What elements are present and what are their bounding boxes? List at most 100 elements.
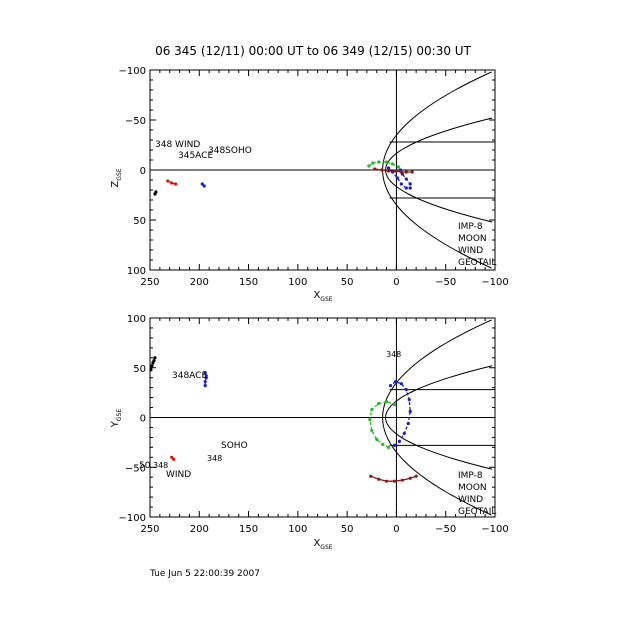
bottom-moon-label: 348	[386, 350, 401, 359]
series-point-soho	[203, 380, 207, 384]
x-tick-label: 0	[393, 277, 399, 288]
top-legend-geotail: GEOTAIL	[458, 258, 496, 268]
series-point-moon	[384, 479, 389, 483]
y-tick-label: 50	[133, 216, 146, 227]
series-point-imp-8	[392, 443, 397, 447]
series-point-geotail	[371, 161, 375, 165]
x-tick-label: 100	[288, 277, 307, 288]
y-tick-label: 0	[140, 414, 146, 425]
bottom-soho-label: SOHO	[221, 441, 248, 451]
series-point-geotail	[396, 165, 400, 169]
bottom-panel-ticks: 250 200 150 100 50 0 −50 −100 −100 −50 0 50 100	[119, 314, 509, 535]
series-line-imp-8	[388, 167, 411, 189]
series-point-geotail	[381, 442, 385, 446]
top-ylabel-sub: GSE	[116, 168, 123, 180]
series-point-moon	[408, 476, 412, 480]
series-point-imp-8	[402, 431, 406, 436]
top-panel-ylabel: ZGSE	[110, 168, 123, 187]
series-point-moon	[373, 167, 377, 171]
series-point-imp-8	[386, 166, 391, 170]
series-point-wind	[149, 368, 153, 372]
chart-title: 06 345 (12/11) 00:00 UT to 06 349 (12/15…	[155, 44, 471, 58]
top-legend-imp8: IMP-8	[458, 222, 483, 232]
x-tick-label: 50	[341, 277, 354, 288]
series-point-soho	[202, 184, 206, 188]
series-point-ace	[170, 455, 174, 459]
series-point-wind	[154, 190, 158, 194]
top-ace-label: 345ACE	[178, 151, 213, 161]
series-point-moon	[414, 474, 418, 478]
top-panel-series	[153, 160, 414, 196]
boundary-curve	[382, 417, 492, 516]
y-tick-label: −100	[119, 513, 146, 524]
bottom-legend-moon: MOON	[458, 483, 487, 493]
series-point-moon	[399, 170, 403, 174]
series-point-soho	[203, 384, 207, 388]
series-point-moon	[377, 477, 381, 481]
boundary-curve	[385, 417, 493, 470]
series-point-moon	[380, 168, 384, 172]
series-point-moon	[393, 169, 398, 173]
x-tick-label: −100	[481, 277, 508, 288]
series-point-wind	[153, 356, 157, 360]
y-tick-label: 100	[127, 266, 146, 277]
top-xlabel-main: X	[313, 290, 320, 301]
series-point-geotail	[384, 160, 389, 164]
x-tick-label: 250	[140, 277, 159, 288]
top-legend-moon: MOON	[458, 234, 487, 244]
boundary-curve	[382, 71, 492, 171]
series-point-geotail	[386, 445, 391, 449]
series-point-imp-8	[407, 397, 411, 402]
series-line-geotail	[369, 400, 395, 448]
boundary-curve	[385, 169, 493, 223]
series-point-imp-8	[388, 384, 393, 388]
top-xlabel-sub: GSE	[320, 296, 332, 303]
series-point-soho	[203, 371, 207, 375]
series-point-imp-8	[404, 388, 408, 392]
series-point-soho	[200, 182, 204, 186]
bottom-soho-num: 348	[207, 454, 222, 463]
y-tick-label: 50	[133, 364, 146, 375]
bottom-wind-label: WIND	[166, 470, 191, 480]
series-point-imp-8	[408, 186, 412, 190]
series-point-ace	[174, 182, 178, 186]
series-point-geotail	[370, 407, 374, 412]
y-tick-label: 0	[140, 166, 146, 177]
top-panel-ticks: 250 200 150 100 50 0 −50 −100 100 50 0 −50 −100	[119, 66, 509, 288]
series-point-moon	[400, 478, 404, 482]
series-point-soho	[204, 374, 208, 378]
bottom-legend-geotail: GEOTAIL	[458, 507, 496, 517]
x-tick-label: 50	[341, 524, 354, 535]
bottom-legend-wind: WIND	[458, 495, 483, 505]
series-point-moon	[404, 170, 408, 174]
bottom-panel-xlabel: XGSE	[313, 538, 332, 551]
bottom-ylabel-sub: GSE	[116, 409, 123, 421]
top-panel-boundaries	[382, 71, 495, 269]
series-point-geotail	[368, 417, 372, 422]
y-tick-label: −100	[119, 66, 146, 77]
y-tick-label: 100	[127, 314, 146, 325]
bottom-wind-num2: 348	[153, 461, 168, 470]
x-tick-label: 0	[393, 524, 399, 535]
bottom-panel-boundaries	[382, 319, 495, 516]
series-point-imp-8	[397, 439, 401, 443]
x-tick-label: 200	[190, 277, 209, 288]
y-tick-label: −50	[125, 463, 146, 474]
series-point-imp-8	[406, 421, 410, 426]
bottom-panel-ylabel: YGSE	[110, 409, 123, 429]
series-point-moon	[369, 474, 373, 478]
x-tick-label: 200	[190, 524, 209, 535]
timestamp: Tue Jun 5 22:00:39 2007	[149, 569, 260, 579]
series-point-moon	[410, 170, 414, 174]
bottom-panel-series	[149, 356, 418, 483]
series-point-ace	[166, 179, 170, 183]
series-point-imp-8	[399, 382, 403, 386]
series-point-geotail	[392, 402, 397, 407]
series-point-moon	[386, 169, 391, 173]
x-tick-label: 100	[288, 524, 307, 535]
x-tick-label: −50	[435, 524, 456, 535]
x-tick-label: −100	[481, 524, 508, 535]
